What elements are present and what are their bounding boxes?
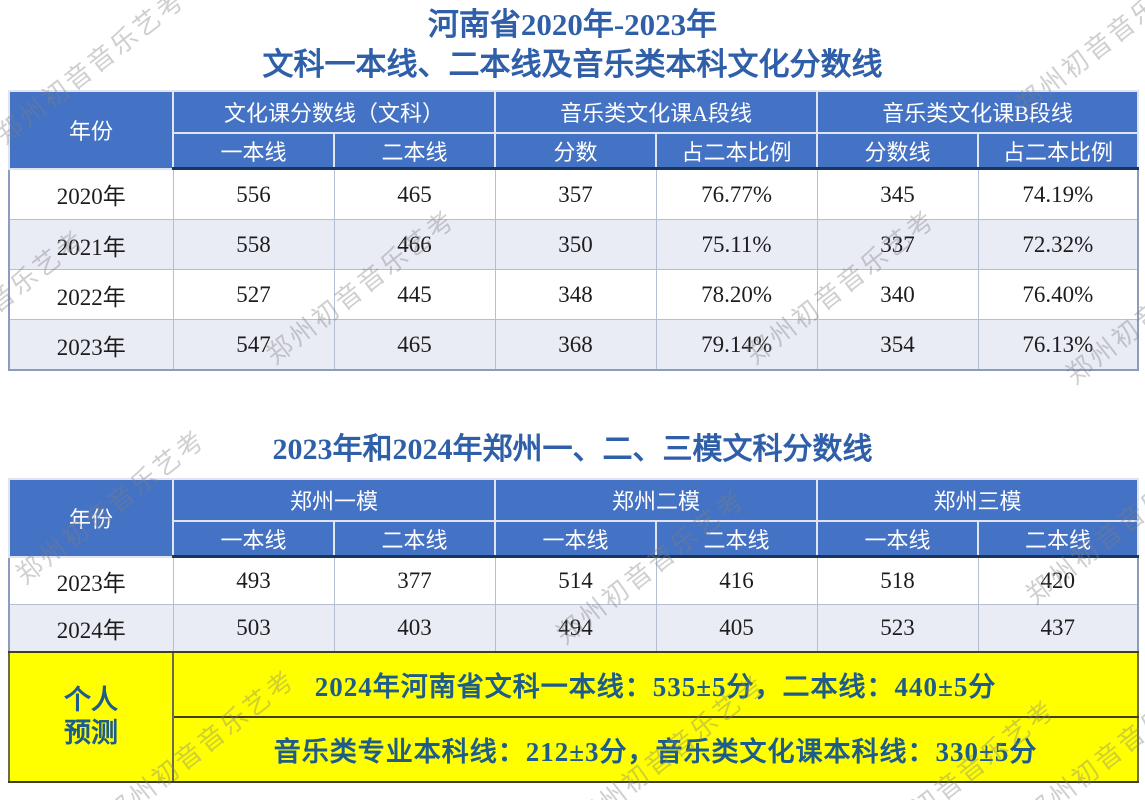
table-cell: 445: [333, 269, 496, 320]
prediction-row-2: 音乐类专业本科线：212±3分，音乐类文化课本科线：330±5分: [9, 716, 1140, 783]
henan-score-table: 年份 文化课分数线（文科） 音乐类文化课A段线 音乐类文化课B段线 一本线 二本…: [8, 90, 1140, 371]
zhengzhou-mock-table: 年份 郑州一模 郑州二模 郑州三模 一本线 二本线 一本线 二本线 一本线 二本…: [8, 478, 1140, 783]
header-group-mock2: 郑州二模: [494, 478, 819, 522]
table-cell: 337: [816, 219, 979, 270]
header-group-mock1: 郑州一模: [171, 478, 497, 522]
header-col: 一本线: [172, 520, 335, 558]
table-cell: 405: [655, 604, 818, 653]
table-cell: 74.19%: [977, 168, 1139, 220]
year-cell: 2024年: [8, 604, 174, 653]
table-row-2020: 2020年 556 465 357 76.77% 345 74.19%: [8, 168, 1139, 220]
table-cell: 357: [494, 168, 657, 220]
prediction-text-wenke: 2024年河南省文科一本线：535±5分，二本线：440±5分: [171, 651, 1140, 718]
table-cell: 403: [333, 604, 496, 653]
header-col: 占二本比例: [655, 132, 819, 170]
header-year: 年份: [8, 478, 174, 558]
table-cell: 368: [494, 319, 657, 371]
table-cell: 345: [816, 168, 979, 220]
table-cell: 523: [816, 604, 979, 653]
header-col: 一本线: [172, 132, 335, 170]
table-cell: 437: [977, 604, 1139, 653]
prediction-label: 个人 预测: [8, 651, 174, 783]
header-col: 一本线: [816, 520, 980, 558]
year-cell: 2022年: [8, 269, 174, 320]
table-row-2023: 2023年 547 465 368 79.14% 354 76.13%: [8, 319, 1139, 371]
table-cell: 465: [333, 168, 496, 220]
table-row-2023: 2023年 493 377 514 416 518 420: [8, 556, 1139, 605]
header-col: 二本线: [332, 520, 497, 558]
year-cell: 2020年: [8, 168, 174, 220]
header-col: 二本线: [977, 520, 1140, 558]
table-cell: 350: [494, 219, 657, 270]
page-title-henan: 河南省2020年-2023年 文科一本线、二本线及音乐类本科文化分数线: [0, 5, 1145, 85]
prediction-label-line1: 个人: [64, 685, 118, 715]
page-title-line1: 河南省2020年-2023年: [427, 7, 718, 42]
table-cell: 377: [333, 556, 496, 605]
table-cell: 494: [494, 604, 657, 653]
table-cell: 420: [977, 556, 1139, 605]
table-cell: 493: [172, 556, 335, 605]
table-cell: 76.13%: [977, 319, 1139, 371]
table-cell: 466: [333, 219, 496, 270]
table-cell: 518: [816, 556, 979, 605]
table-cell: 416: [655, 556, 818, 605]
prediction-text-music: 音乐类专业本科线：212±3分，音乐类文化课本科线：330±5分: [171, 716, 1140, 783]
table-cell: 348: [494, 269, 657, 320]
prediction-row-1: 个人 预测 2024年河南省文科一本线：535±5分，二本线：440±5分: [8, 651, 1140, 783]
year-cell: 2023年: [8, 556, 174, 605]
header-group-mock3: 郑州三模: [816, 478, 1140, 522]
header-group-music-a: 音乐类文化课A段线: [494, 90, 819, 134]
header-year: 年份: [8, 90, 174, 170]
header-col: 二本线: [332, 132, 497, 170]
mock-exam-title: 2023年和2024年郑州一、二、三模文科分数线: [272, 433, 873, 466]
table-cell: 514: [494, 556, 657, 605]
table-cell: 556: [172, 168, 335, 220]
table-cell: 527: [172, 269, 335, 320]
header-group-music-b: 音乐类文化课B段线: [816, 90, 1140, 134]
header-col: 二本线: [655, 520, 819, 558]
table-cell: 354: [816, 319, 979, 371]
table-cell: 503: [172, 604, 335, 653]
year-cell: 2023年: [8, 319, 174, 371]
table-cell: 72.32%: [977, 219, 1139, 270]
table-row-2024: 2024年 503 403 494 405 523 437: [8, 604, 1139, 653]
table-cell: 78.20%: [655, 269, 818, 320]
table-cell: 75.11%: [655, 219, 818, 270]
year-cell: 2021年: [8, 219, 174, 270]
table-row-2022: 2022年 527 445 348 78.20% 340 76.40%: [8, 269, 1139, 320]
table-cell: 340: [816, 269, 979, 320]
table-row-2021: 2021年 558 466 350 75.11% 337 72.32%: [8, 219, 1139, 270]
table-cell: 76.77%: [655, 168, 818, 220]
prediction-label-line2: 预测: [64, 718, 118, 748]
table-cell: 558: [172, 219, 335, 270]
page-title-line2: 文科一本线、二本线及音乐类本科文化分数线: [262, 47, 883, 82]
header-col: 分数: [494, 132, 658, 170]
header-col: 一本线: [494, 520, 658, 558]
table-cell: 79.14%: [655, 319, 818, 371]
header-group-wenke: 文化课分数线（文科）: [171, 90, 497, 134]
table-cell: 547: [172, 319, 335, 371]
table-cell: 76.40%: [977, 269, 1139, 320]
header-col: 占二本比例: [977, 132, 1140, 170]
header-col: 分数线: [816, 132, 980, 170]
table-cell: 465: [333, 319, 496, 371]
